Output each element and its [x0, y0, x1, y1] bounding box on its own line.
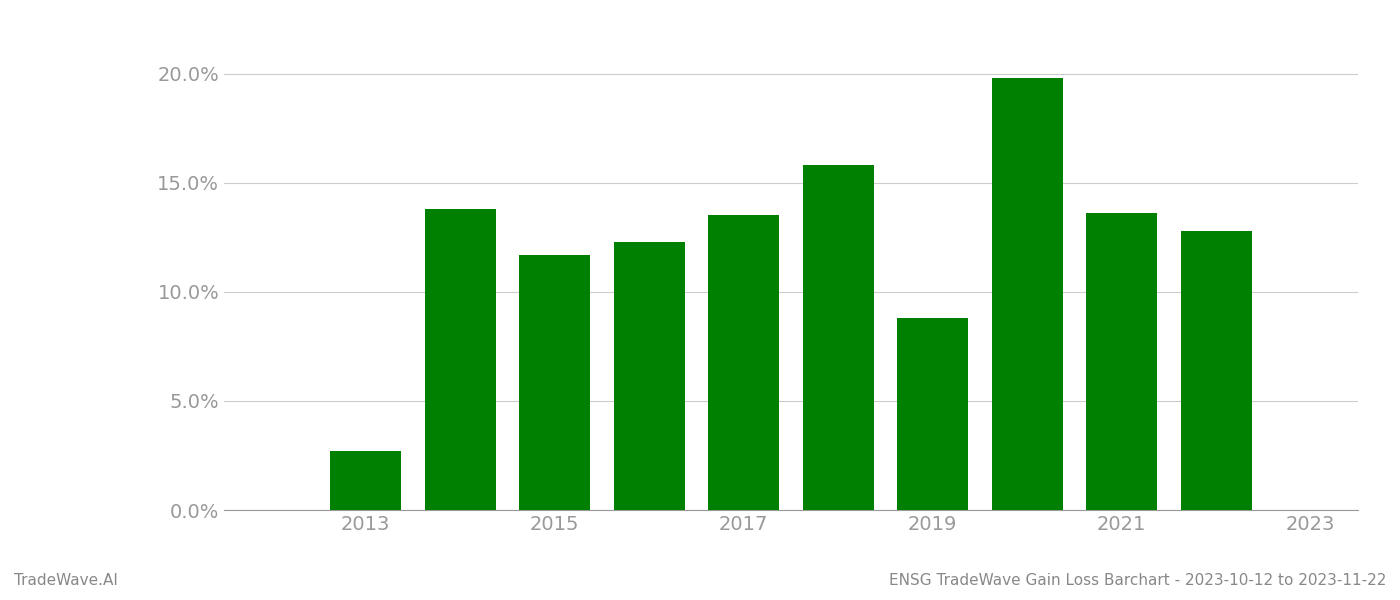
Bar [802, 165, 874, 510]
Bar [424, 209, 496, 510]
Bar [330, 451, 402, 510]
Bar [708, 215, 780, 510]
Bar [991, 78, 1063, 510]
Bar [897, 318, 969, 510]
Bar [519, 255, 591, 510]
Bar [1180, 231, 1252, 510]
Bar [1086, 213, 1158, 510]
Bar [613, 242, 685, 510]
Text: TradeWave.AI: TradeWave.AI [14, 573, 118, 588]
Text: ENSG TradeWave Gain Loss Barchart - 2023-10-12 to 2023-11-22: ENSG TradeWave Gain Loss Barchart - 2023… [889, 573, 1386, 588]
